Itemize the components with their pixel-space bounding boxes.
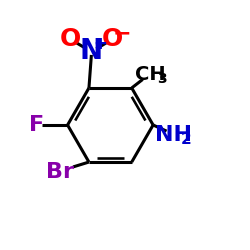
Text: N: N (80, 37, 103, 65)
Text: −: − (113, 23, 132, 43)
Text: O: O (102, 27, 123, 51)
Text: CH: CH (135, 65, 165, 84)
Text: NH: NH (156, 125, 192, 145)
Text: 2: 2 (181, 132, 192, 147)
Text: Br: Br (46, 162, 74, 182)
Text: 3: 3 (157, 72, 166, 86)
Text: F: F (30, 115, 44, 135)
Text: O: O (60, 27, 81, 51)
Text: +: + (93, 35, 107, 53)
